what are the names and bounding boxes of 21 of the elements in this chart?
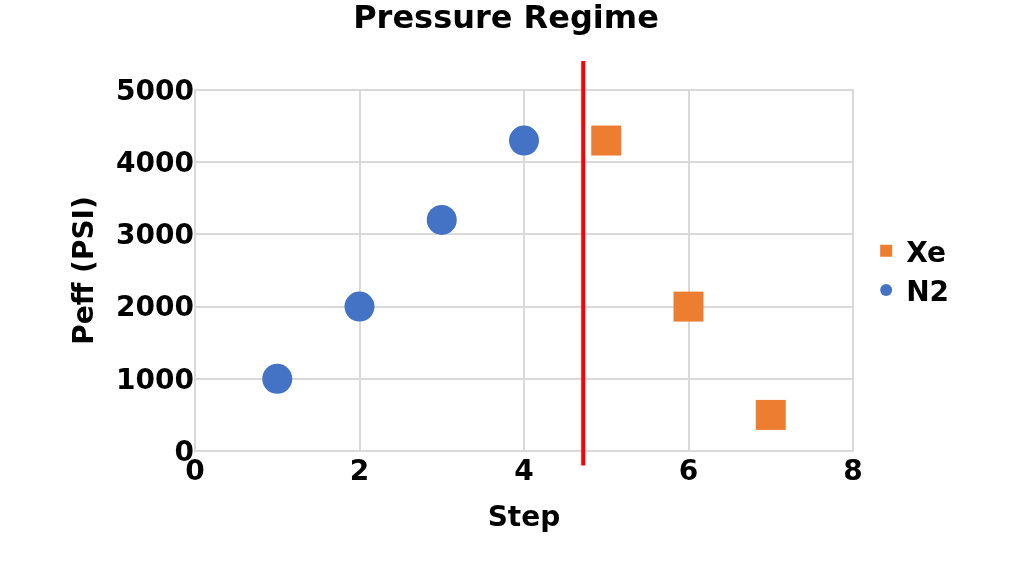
y-axis-title: Peff (PSI)	[66, 196, 100, 345]
y-tick-label: 5000	[116, 73, 194, 107]
x-axis-title: Step	[487, 500, 561, 534]
point	[755, 399, 786, 430]
y-tick-label: 2000	[116, 290, 194, 324]
x-tick-label: 4	[514, 454, 534, 487]
x-tick-label: 6	[678, 454, 699, 487]
y-tick-label: 3000	[116, 218, 194, 252]
legend-label: N2	[906, 275, 950, 309]
x-tick-label: 2	[349, 454, 370, 487]
chart-title: Pressure Regime	[353, 0, 659, 37]
point	[262, 363, 293, 394]
x-tick-label: 8	[843, 454, 863, 487]
point	[426, 204, 457, 235]
y-tick-label: 1000	[116, 362, 194, 396]
point	[344, 291, 375, 322]
point	[509, 125, 539, 156]
point	[673, 291, 704, 322]
point	[591, 125, 622, 156]
y-tick-label: 4000	[116, 146, 194, 179]
legend-label: Xe	[906, 235, 946, 269]
